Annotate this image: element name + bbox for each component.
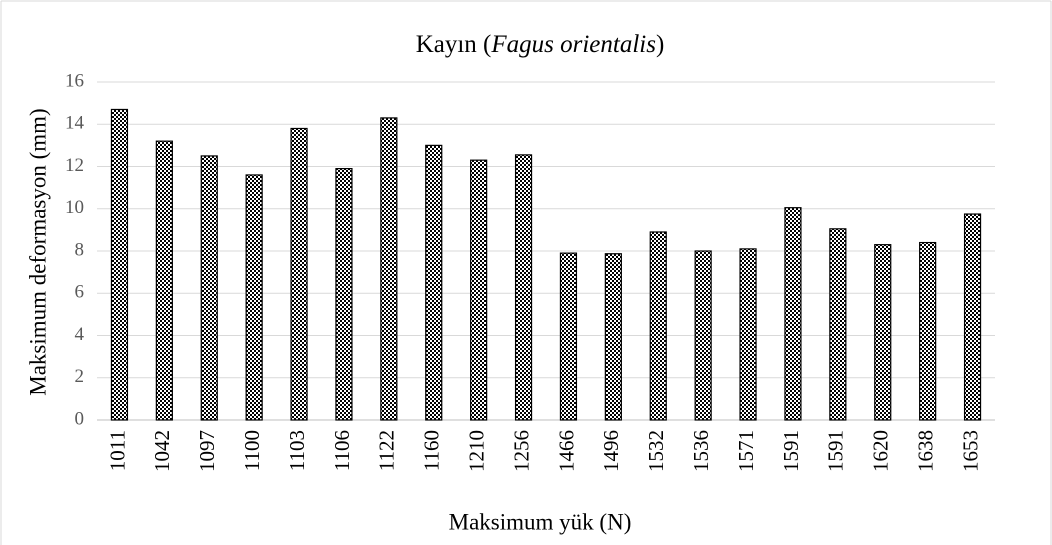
x-tick-label: 1466 — [554, 430, 578, 472]
bar — [874, 244, 892, 421]
x-tick-label: 1532 — [644, 430, 668, 472]
bar — [963, 213, 982, 421]
bar — [245, 174, 263, 421]
bar — [739, 248, 757, 421]
x-tick-label: 1536 — [689, 430, 713, 472]
x-tick-label: 1591 — [824, 430, 848, 472]
x-tick-label: 1160 — [420, 430, 444, 471]
y-tick-label: 2 — [75, 366, 85, 387]
x-tick-label: 1097 — [195, 430, 219, 472]
bar — [514, 154, 533, 421]
y-tick-label: 0 — [75, 408, 85, 429]
y-tick-label: 4 — [75, 324, 85, 345]
x-tick-label: 1638 — [913, 430, 937, 472]
x-tick-label: 1496 — [599, 430, 623, 472]
chart-title: Kayın (Fagus orientalis) — [416, 31, 665, 58]
title-part: Fagus orientalis — [490, 31, 656, 58]
bar — [200, 155, 218, 421]
bar — [604, 253, 622, 421]
x-tick-label: 1591 — [779, 430, 803, 472]
bar — [290, 127, 308, 421]
y-tick-label: 16 — [65, 70, 84, 91]
x-tick-label: 1653 — [958, 430, 982, 472]
bar — [829, 228, 847, 421]
y-tick-label: 8 — [75, 239, 85, 260]
bar — [919, 241, 937, 421]
y-tick-label: 12 — [65, 155, 84, 176]
bar — [694, 250, 712, 421]
bar — [425, 144, 443, 421]
x-tick-label: 1122 — [375, 430, 399, 471]
bar — [784, 207, 802, 421]
bar — [335, 168, 353, 421]
bar — [380, 117, 398, 421]
x-tick-label: 1256 — [509, 430, 533, 472]
x-axis-title: Maksimum yük (N) — [449, 509, 632, 534]
x-tick-label: 1210 — [464, 430, 488, 472]
x-tick-label: 1100 — [240, 430, 264, 471]
y-axis-title: Maksimum deformasyon (mm) — [25, 108, 50, 395]
x-tick-label: 1571 — [734, 430, 758, 472]
bar — [559, 252, 578, 421]
x-tick-label: 1103 — [285, 430, 309, 471]
y-tick-label: 10 — [65, 197, 84, 218]
y-tick-label: 14 — [65, 113, 85, 134]
bar — [155, 140, 173, 421]
y-tick-label: 6 — [75, 282, 85, 303]
x-tick-label: 1106 — [330, 430, 354, 471]
x-tick-label: 1620 — [869, 430, 893, 472]
bar — [649, 231, 667, 421]
bar — [470, 159, 488, 421]
title-part: Kayın ( — [416, 31, 492, 58]
x-tick-label: 1011 — [105, 430, 129, 471]
title-part: ) — [656, 31, 664, 58]
x-tick-label: 1042 — [150, 430, 174, 472]
bar — [110, 108, 129, 421]
